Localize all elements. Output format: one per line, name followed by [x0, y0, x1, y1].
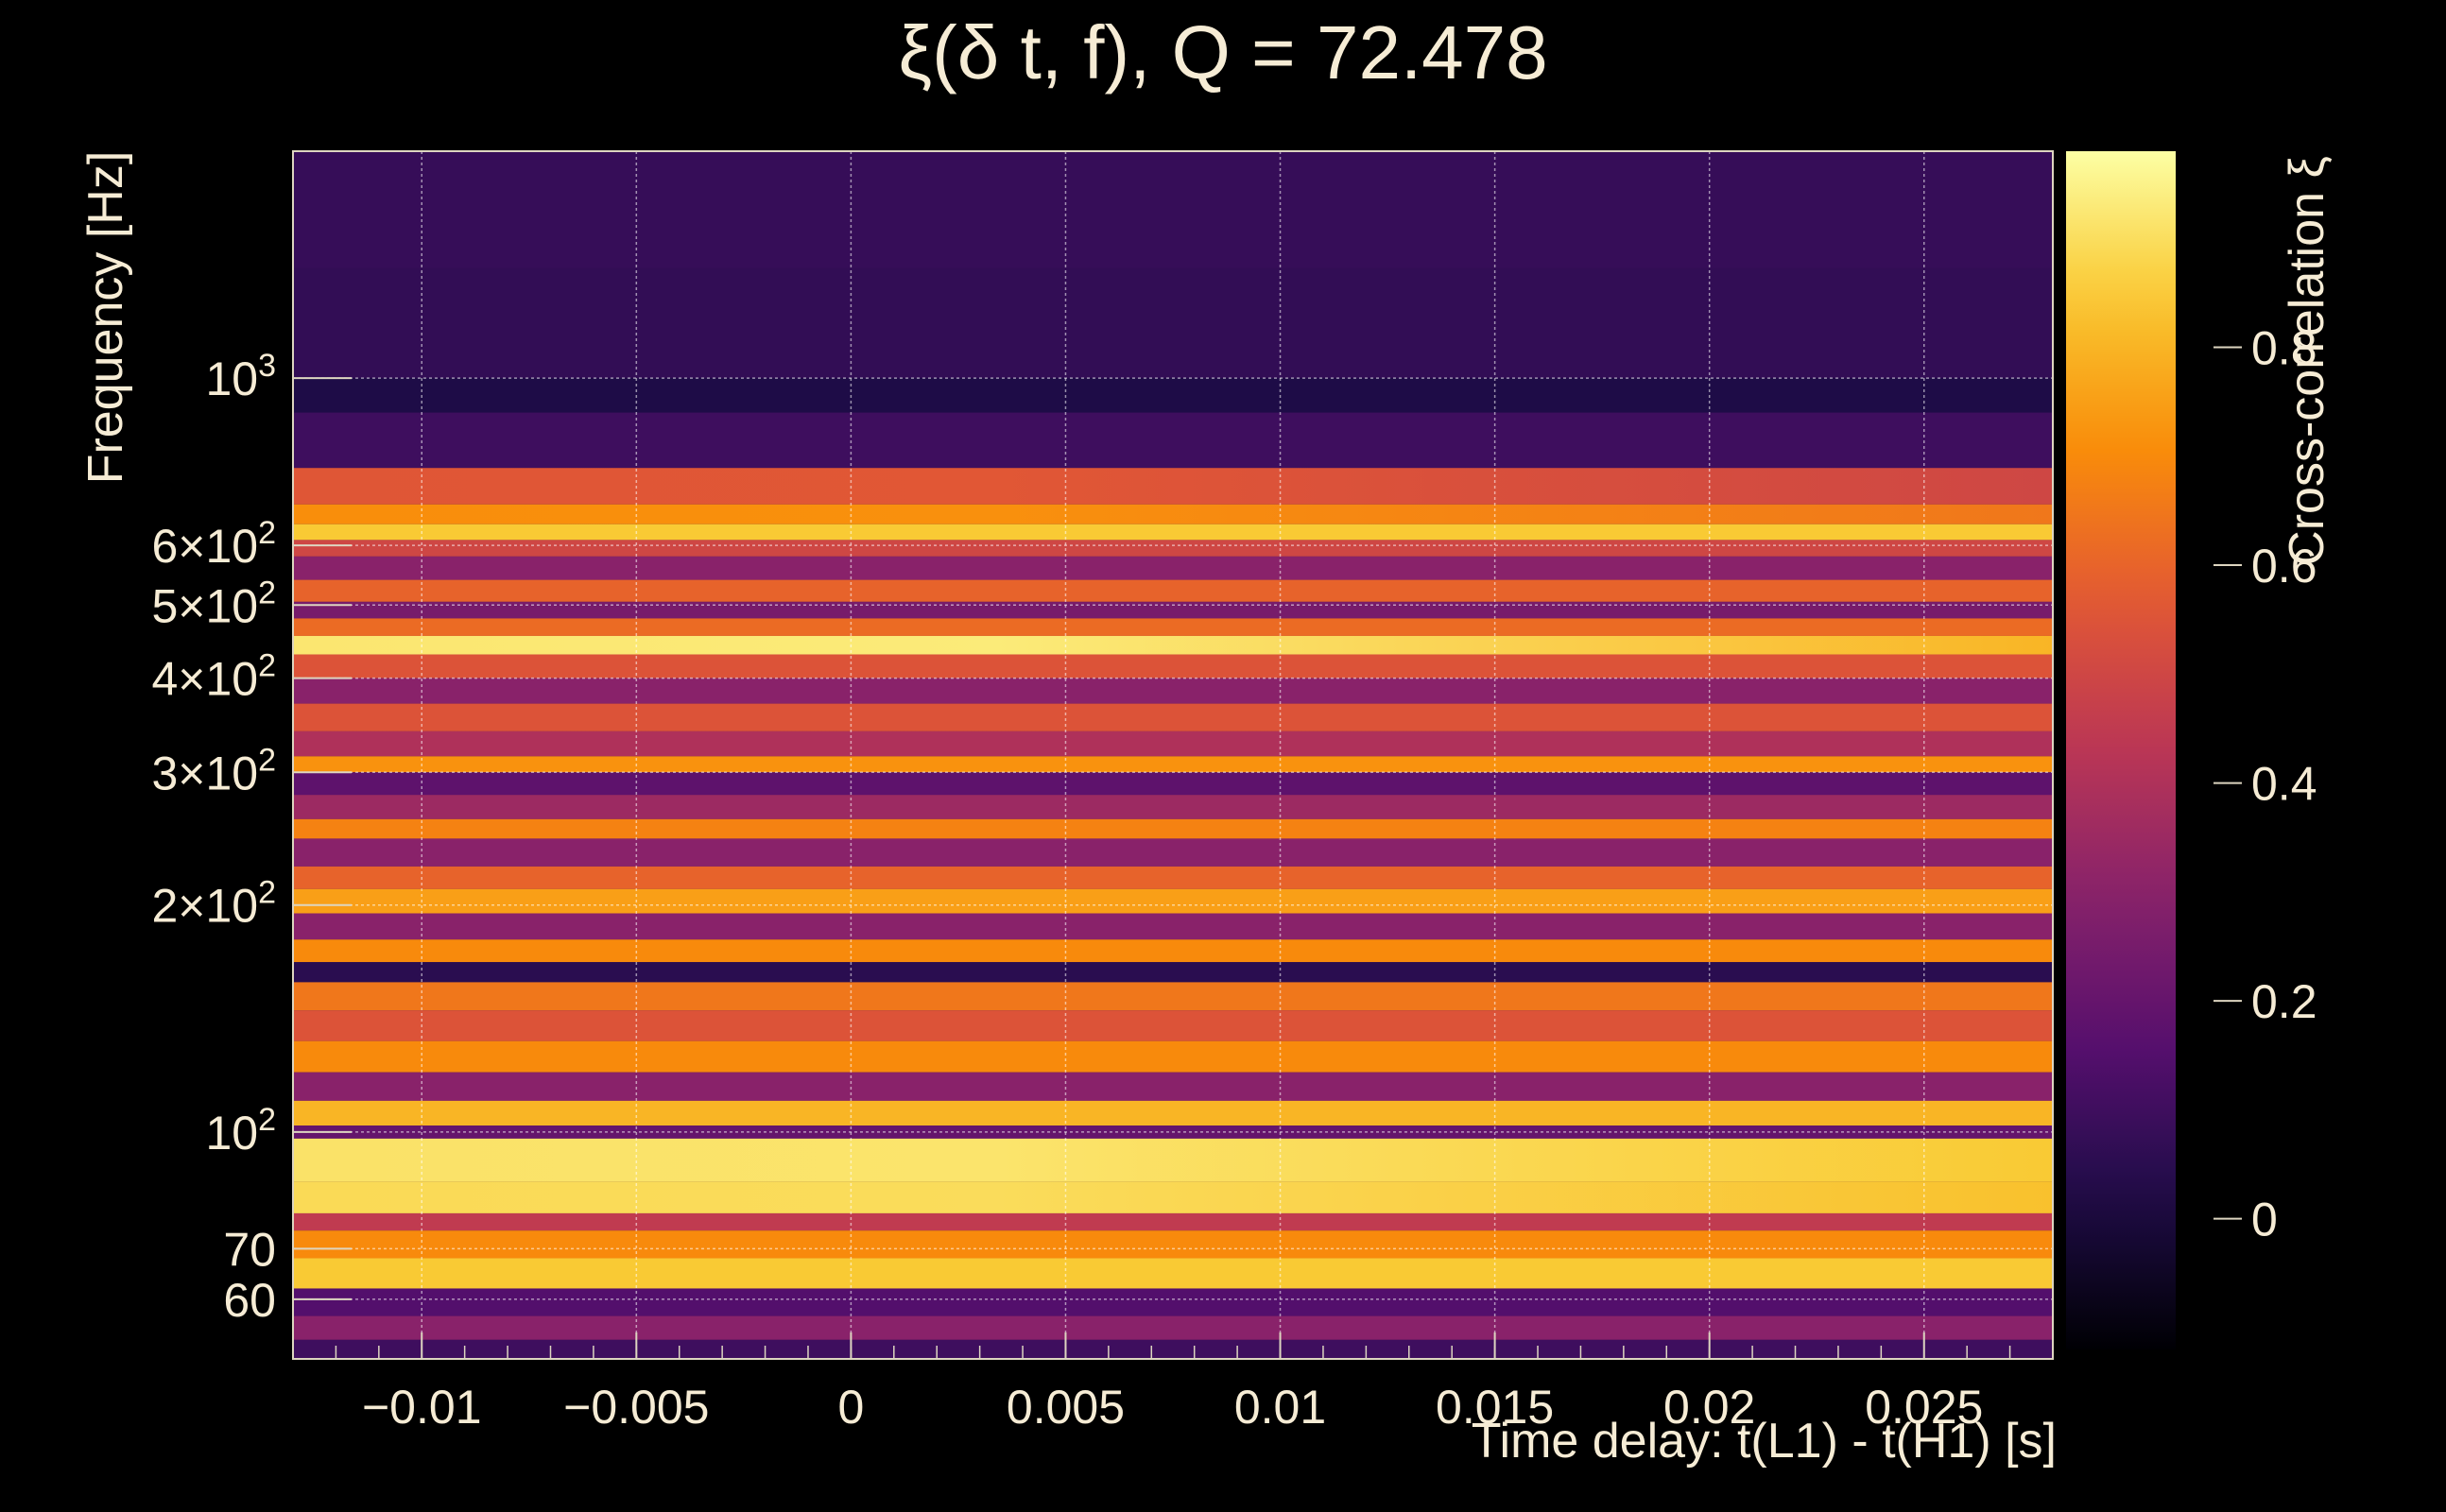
heatmap-band	[293, 1315, 2053, 1340]
heatmap-band	[293, 1040, 2053, 1073]
y-tick-label: 60	[223, 1274, 276, 1327]
colorbar-tick-label: 0.6	[2251, 540, 2317, 593]
heatmap-band	[293, 556, 2053, 580]
heatmap-band	[293, 818, 2053, 839]
y-tick-label: 4×102	[151, 648, 276, 706]
y-tick-label: 103	[205, 348, 276, 405]
heatmap-band	[293, 267, 2053, 379]
colorbar-tick-label: 0.4	[2251, 758, 2317, 811]
heatmap-band	[293, 1138, 2053, 1182]
y-tick-label: 70	[223, 1223, 276, 1276]
heatmap-band	[293, 1288, 2053, 1316]
colorbar-tick-label: 0.8	[2251, 321, 2317, 374]
heatmap-band	[293, 772, 2053, 796]
heatmap-band	[293, 888, 2053, 914]
heatmap-band	[293, 1181, 2053, 1213]
heatmap-band	[293, 540, 2053, 557]
x-tick-label: 0.015	[1436, 1381, 1554, 1434]
heatmap-band	[293, 939, 2053, 963]
heatmap-band	[293, 703, 2053, 731]
heatmap-band	[293, 618, 2053, 636]
heatmap-band	[293, 504, 2053, 524]
heatmap-band	[293, 1258, 2053, 1289]
heatmap-band	[293, 579, 2053, 602]
y-tick-label: 6×102	[151, 515, 276, 573]
x-tick-label: −0.01	[362, 1381, 482, 1434]
heatmap-band	[293, 982, 2053, 1011]
heatmap-band	[293, 468, 2053, 505]
heatmap-band	[293, 635, 2053, 655]
x-tick-label: −0.005	[563, 1381, 709, 1434]
x-axis-label: Time delay: t(L1) - t(H1) [s]	[1471, 1414, 2057, 1469]
plot-frame	[292, 150, 2054, 1360]
heatmap-band	[293, 795, 2053, 819]
y-tick-label: 5×102	[151, 575, 276, 632]
x-tick-label: 0.02	[1663, 1381, 1755, 1434]
x-tick-label: 0.025	[1865, 1381, 1983, 1434]
colorbar-tick-label: 0	[2251, 1194, 2278, 1246]
colorbar-tick-label: 0.2	[2251, 975, 2317, 1028]
heatmap-band	[293, 838, 2053, 867]
heatmap-band	[293, 1230, 2053, 1259]
y-tick-label: 3×102	[151, 742, 276, 799]
heatmap-band	[293, 866, 2053, 889]
heatmap-band	[293, 730, 2053, 757]
heatmap-band	[293, 962, 2053, 983]
heatmap-band	[293, 412, 2053, 469]
chart-title: ξ(δ t, f), Q = 72.478	[898, 10, 1548, 94]
colorbar	[2066, 151, 2176, 1349]
x-tick-label: 0	[837, 1381, 864, 1434]
heatmap-band	[293, 756, 2053, 773]
heatmap-band	[293, 524, 2053, 541]
heatmap-band	[293, 654, 2053, 679]
y-tick-label: 102	[205, 1102, 276, 1160]
heatmap-band	[293, 378, 2053, 413]
heatmap-band	[293, 1212, 2053, 1231]
heatmap-band	[293, 1010, 2053, 1041]
x-tick-label: 0.005	[1007, 1381, 1125, 1434]
x-tick-label: 0.01	[1234, 1381, 1326, 1434]
heatmap-band	[293, 1100, 2053, 1126]
heatmap-band	[293, 1072, 2053, 1101]
y-tick-label: 2×102	[151, 875, 276, 933]
heatmap-band	[293, 151, 2053, 268]
heatmap-band	[293, 913, 2053, 940]
heatmap-band	[293, 1339, 2053, 1359]
heatmap-band	[293, 601, 2053, 619]
heatmap-band	[293, 678, 2053, 704]
